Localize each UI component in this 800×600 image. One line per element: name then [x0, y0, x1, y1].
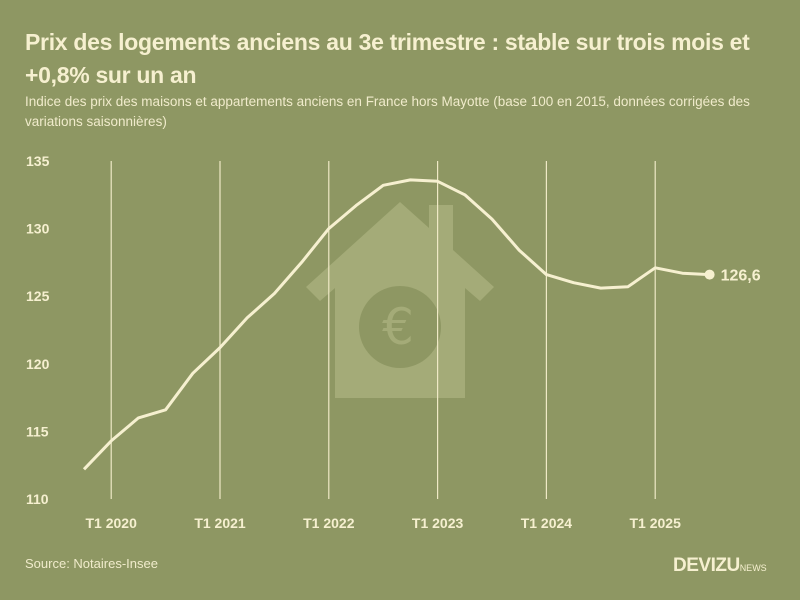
svg-text:€: € — [382, 298, 414, 356]
x-tick-label: T1 2025 — [630, 515, 682, 531]
price-index-line — [82, 178, 710, 471]
y-tick-label: 115 — [26, 423, 49, 439]
house-euro-icon: € — [306, 202, 494, 398]
x-tick-label: T1 2021 — [194, 515, 246, 531]
last-value-label: 126,6 — [721, 268, 761, 285]
chart-subtitle: Indice des prix des maisons et apparteme… — [25, 94, 750, 129]
y-tick-label: 135 — [26, 153, 50, 169]
y-tick-label: 130 — [26, 221, 50, 237]
devizu-logo: DEVIZUNEWS — [673, 555, 767, 577]
x-tick-label: T1 2022 — [303, 515, 355, 531]
logo-suffix: NEWS — [739, 563, 767, 573]
y-tick-label: 120 — [26, 356, 50, 372]
logo-main: DEVIZU — [673, 555, 740, 576]
y-axis: 110 115 120 125 130 135 — [26, 153, 50, 507]
x-tick-label: T1 2020 — [86, 515, 138, 531]
x-tick-label: T1 2024 — [521, 515, 573, 531]
x-tick-label: T1 2023 — [412, 515, 464, 531]
source-note: Source: Notaires-Insee — [25, 556, 158, 571]
last-value-marker — [704, 269, 715, 280]
y-tick-label: 110 — [26, 491, 49, 507]
y-tick-label: 125 — [26, 288, 50, 304]
x-axis: T1 2020 T1 2021 T1 2022 T1 2023 T1 2024 T1 20… — [86, 515, 682, 531]
chart-title: Prix des logements anciens au 3e trimest… — [25, 29, 750, 88]
